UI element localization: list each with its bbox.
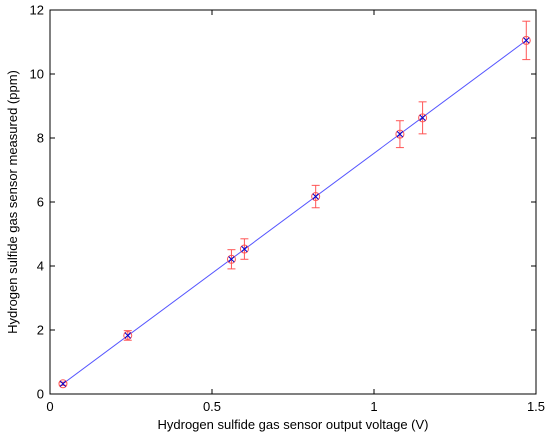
data-point-x-marker xyxy=(241,245,248,253)
x-marker-stroke xyxy=(59,380,67,387)
markers-layer xyxy=(59,37,530,387)
y-tick-label: 8 xyxy=(37,131,44,146)
y-tick-label: 6 xyxy=(37,195,44,210)
data-point-circle xyxy=(521,35,531,45)
fit-line xyxy=(62,39,527,385)
x-axis-label: Hydrogen sulfide gas sensor output volta… xyxy=(158,417,429,432)
data-point-x-marker xyxy=(523,37,530,44)
x-marker-stroke xyxy=(396,131,404,138)
data-point-circle xyxy=(226,254,236,264)
data-point-circle xyxy=(239,244,249,254)
data-point-circle xyxy=(58,379,68,389)
x-tick-label: 0 xyxy=(46,399,53,414)
y-tick-label: 4 xyxy=(37,259,44,274)
data-point-circle xyxy=(395,129,405,139)
plot-area xyxy=(49,9,537,395)
data-point-x-marker xyxy=(124,332,131,339)
x-tick-label: 1 xyxy=(370,399,377,414)
y-tick-label: 0 xyxy=(37,387,44,402)
x-marker-stroke xyxy=(124,332,131,339)
x-marker-stroke xyxy=(228,256,235,263)
x-tick-label: 1.5 xyxy=(527,399,545,414)
x-marker-stroke xyxy=(312,193,319,200)
y-tick-label: 12 xyxy=(30,3,44,18)
data-point-x-marker xyxy=(59,380,67,387)
y-axis-label: Hydrogen sulfide gas sensor measured (pp… xyxy=(5,70,20,334)
y-tick-label: 2 xyxy=(37,323,44,338)
data-point-circle xyxy=(418,113,428,123)
x-marker-stroke xyxy=(419,114,426,121)
data-point-circle xyxy=(311,192,321,202)
x-tick-label: 0.5 xyxy=(203,399,221,414)
data-point-x-marker xyxy=(396,131,404,138)
x-marker-stroke xyxy=(241,245,248,253)
ticks-layer: 0 0.5 1 1.5 0 2 4 6 8 10 12 xyxy=(30,3,546,415)
fit-line-layer xyxy=(62,39,527,385)
x-marker-stroke xyxy=(523,37,530,44)
data-point-x-marker xyxy=(228,256,235,263)
data-point-x-marker xyxy=(312,193,319,200)
y-tick-label: 10 xyxy=(30,67,44,82)
data-point-circle xyxy=(123,330,133,340)
data-point-x-marker xyxy=(419,114,426,121)
